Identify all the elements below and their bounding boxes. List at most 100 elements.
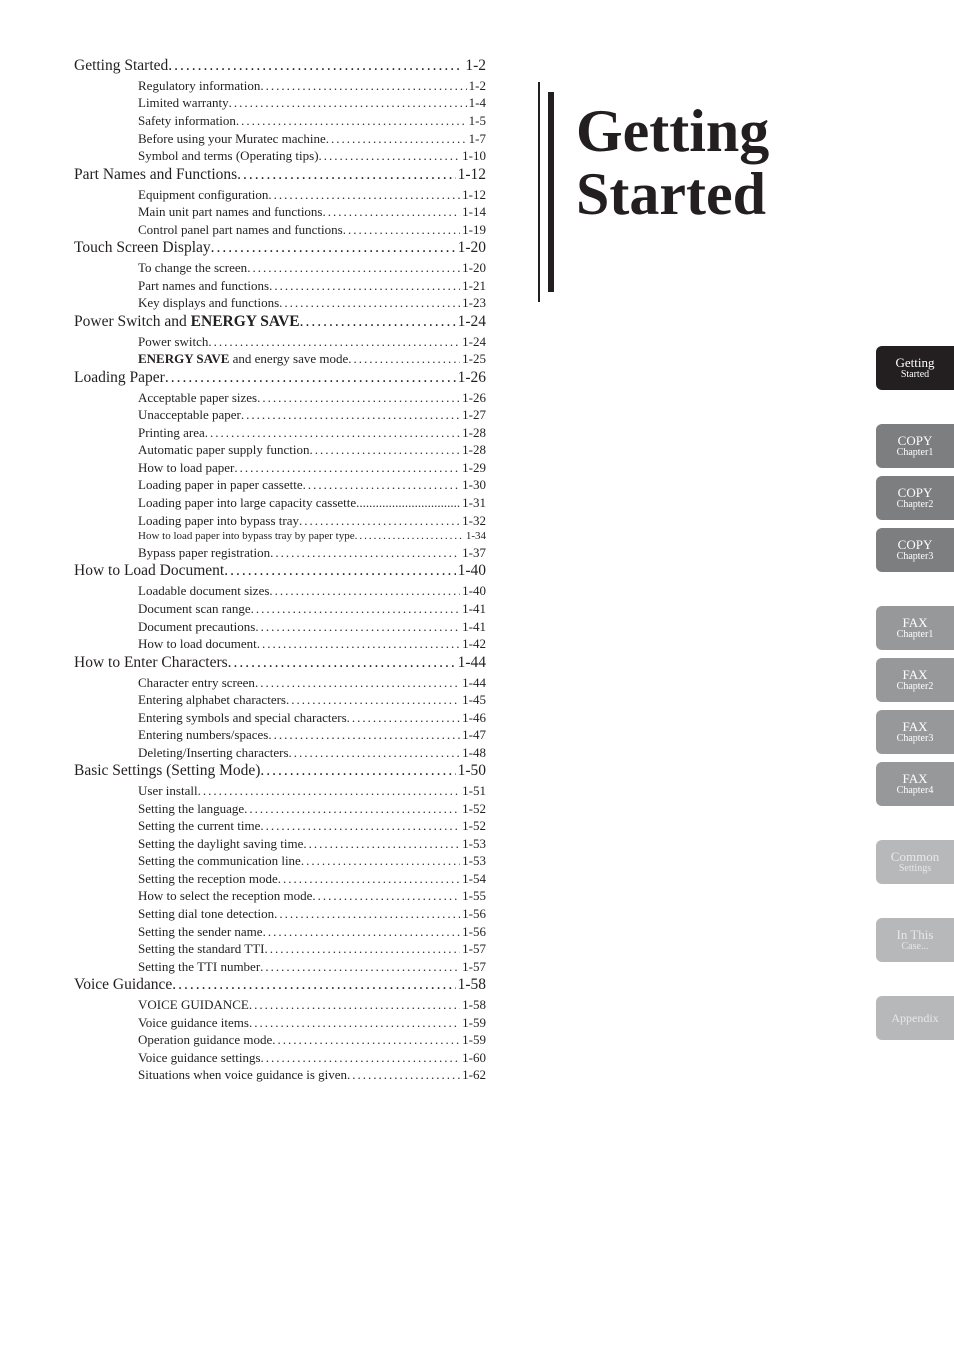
section-title-line2: Started [548, 163, 769, 226]
toc-page-number: 1-51 [460, 782, 486, 800]
side-tab: CommonSettings [876, 840, 954, 884]
side-tab: COPYChapter3 [876, 528, 954, 572]
toc-leader-dots [251, 600, 461, 618]
toc-entry: Setting the language 1-52 [74, 800, 486, 818]
toc-page-number: 1-50 [456, 761, 486, 782]
toc-entry: Operation guidance mode 1-59 [74, 1031, 486, 1049]
side-tab: FAXChapter1 [876, 606, 954, 650]
toc-label: Acceptable paper sizes [138, 389, 257, 407]
toc-entry: Setting the daylight saving time 1-53 [74, 835, 486, 853]
tab-spacer [876, 970, 954, 988]
side-tab-subtitle: Chapter1 [897, 448, 934, 459]
table-of-contents: Getting Started 1-2Regulatory informatio… [74, 56, 486, 1084]
toc-page-number: 1-46 [460, 709, 486, 727]
toc-entry: Situations when voice guidance is given … [74, 1066, 486, 1084]
toc-label: Voice guidance settings [138, 1049, 261, 1067]
toc-entry: How to load paper 1-29 [74, 459, 486, 477]
toc-label: How to Load Document [74, 561, 224, 582]
toc-leader-dots [269, 582, 460, 600]
toc-leader-dots [257, 635, 460, 653]
toc-page-number: 1-41 [460, 600, 486, 618]
toc-leader-dots [260, 77, 466, 95]
toc-label: Loading paper into bypass tray [138, 512, 299, 530]
toc-entry: Setting the TTI number 1-57 [74, 958, 486, 976]
toc-entry: Setting the communication line 1-53 [74, 852, 486, 870]
toc-leader-dots [260, 958, 460, 976]
toc-page-number: 1-44 [456, 653, 486, 674]
side-tab-subtitle: Chapter3 [897, 552, 934, 563]
toc-page-number: 1-59 [460, 1014, 486, 1032]
toc-page-number: 1-58 [456, 975, 486, 996]
side-tab-subtitle: Settings [899, 864, 931, 875]
toc-page-number: 1-27 [460, 406, 486, 424]
toc-entry: Loading paper into large capacity casset… [74, 494, 486, 512]
toc-label: Printing area [138, 424, 205, 442]
side-tab-title: FAX [902, 616, 927, 630]
toc-entry: ENERGY SAVE and energy save mode 1-25 [74, 350, 486, 368]
toc-page-number: 1-21 [460, 277, 486, 295]
toc-leader-dots [303, 476, 461, 494]
toc-section: How to Enter Characters 1-44 [74, 653, 486, 674]
toc-entry: User install 1-51 [74, 782, 486, 800]
toc-entry: Entering symbols and special characters … [74, 709, 486, 727]
toc-page-number: 1-57 [460, 940, 486, 958]
toc-label: Setting the language [138, 800, 244, 818]
toc-leader-dots [347, 1066, 460, 1084]
toc-section: Power Switch and ENERGY SAVE 1-24 [74, 312, 486, 333]
toc-label: Entering numbers/spaces [138, 726, 268, 744]
side-tab-title: FAX [902, 720, 927, 734]
side-tab-subtitle: Case... [902, 942, 929, 953]
toc-leader-dots [249, 996, 460, 1014]
toc-leader-dots [255, 674, 460, 692]
toc-leader-dots [264, 940, 460, 958]
toc-leader-dots [319, 147, 461, 165]
toc-page-number: 1-12 [460, 186, 486, 204]
toc-entry: Control panel part names and functions 1… [74, 221, 486, 239]
toc-leader-dots [270, 544, 460, 562]
toc-label: Setting the reception mode [138, 870, 278, 888]
toc-page-number: 1-30 [460, 476, 486, 494]
side-tab-subtitle: Chapter2 [897, 682, 934, 693]
toc-leader-dots [268, 726, 460, 744]
toc-leader-dots [323, 203, 461, 221]
toc-entry: Key displays and functions 1-23 [74, 294, 486, 312]
toc-leader-dots [356, 494, 460, 512]
toc-label: Setting the standard TTI [138, 940, 264, 958]
toc-page-number: 1-59 [460, 1031, 486, 1049]
toc-label: Character entry screen [138, 674, 255, 692]
toc-page-number: 1-52 [460, 800, 486, 818]
toc-label: How to load document [138, 635, 257, 653]
side-tab-subtitle: Chapter2 [897, 500, 934, 511]
toc-entry: Loading paper into bypass tray 1-32 [74, 512, 486, 530]
toc-entry: Setting the standard TTI 1-57 [74, 940, 486, 958]
toc-label: Equipment configuration [138, 186, 268, 204]
toc-label: Setting the TTI number [138, 958, 260, 976]
toc-label: Key displays and functions [138, 294, 279, 312]
toc-section: Loading Paper 1-26 [74, 368, 486, 389]
toc-leader-dots [301, 852, 460, 870]
side-tab-title: FAX [902, 772, 927, 786]
toc-section: Basic Settings (Setting Mode) 1-50 [74, 761, 486, 782]
toc-entry: Setting dial tone detection 1-56 [74, 905, 486, 923]
toc-leader-dots [268, 186, 460, 204]
toc-leader-dots [255, 618, 460, 636]
toc-label: Loading paper into large capacity casset… [138, 494, 356, 512]
toc-entry: VOICE GUIDANCE 1-58 [74, 996, 486, 1014]
toc-label: How to select the reception mode [138, 887, 312, 905]
toc-label: How to load paper [138, 459, 234, 477]
toc-leader-dots [247, 259, 460, 277]
toc-leader-dots [269, 277, 460, 295]
toc-page-number: 1-26 [460, 389, 486, 407]
toc-label: Voice guidance items [138, 1014, 249, 1032]
toc-entry: Printing area 1-28 [74, 424, 486, 442]
toc-leader-dots [236, 112, 467, 130]
toc-entry: Deleting/Inserting characters 1-48 [74, 744, 486, 762]
toc-page-number: 1-37 [460, 544, 486, 562]
toc-leader-dots [237, 165, 455, 186]
toc-page-number: 1-14 [460, 203, 486, 221]
toc-label: To change the screen [138, 259, 247, 277]
toc-label: Voice Guidance [74, 975, 172, 996]
toc-page-number: 1-44 [460, 674, 486, 692]
toc-leader-dots [260, 761, 455, 782]
toc-label: Setting the daylight saving time [138, 835, 303, 853]
